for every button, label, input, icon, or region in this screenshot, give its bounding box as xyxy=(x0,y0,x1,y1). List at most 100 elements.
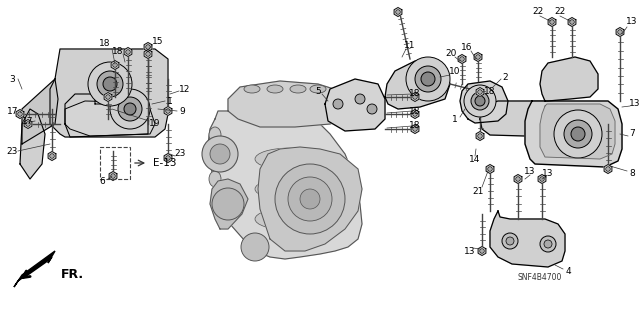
Polygon shape xyxy=(164,153,172,162)
Circle shape xyxy=(516,177,520,181)
Ellipse shape xyxy=(255,178,325,200)
Polygon shape xyxy=(124,48,132,56)
Polygon shape xyxy=(514,174,522,183)
Text: 10: 10 xyxy=(449,66,461,76)
Polygon shape xyxy=(478,247,486,256)
Polygon shape xyxy=(65,101,155,136)
Polygon shape xyxy=(486,165,494,174)
Circle shape xyxy=(540,177,544,181)
Text: 18: 18 xyxy=(409,90,420,99)
Circle shape xyxy=(202,136,238,172)
Circle shape xyxy=(413,95,417,99)
Circle shape xyxy=(406,57,450,101)
Polygon shape xyxy=(525,101,622,167)
Polygon shape xyxy=(474,53,482,62)
Circle shape xyxy=(355,94,365,104)
Text: 13: 13 xyxy=(524,167,536,175)
Ellipse shape xyxy=(310,85,326,93)
Circle shape xyxy=(212,188,244,220)
Polygon shape xyxy=(548,18,556,26)
Polygon shape xyxy=(568,18,576,26)
Circle shape xyxy=(544,240,552,248)
Text: 13: 13 xyxy=(464,247,476,256)
Polygon shape xyxy=(50,49,168,137)
Circle shape xyxy=(550,20,554,24)
Polygon shape xyxy=(109,172,117,181)
Circle shape xyxy=(618,30,622,34)
Circle shape xyxy=(488,167,492,171)
Circle shape xyxy=(97,71,123,97)
Circle shape xyxy=(413,112,417,116)
Polygon shape xyxy=(460,81,508,123)
Polygon shape xyxy=(490,211,565,267)
Text: 6: 6 xyxy=(99,177,105,187)
Text: 8: 8 xyxy=(629,169,635,179)
Ellipse shape xyxy=(267,85,283,93)
Polygon shape xyxy=(164,107,172,115)
Circle shape xyxy=(300,189,320,209)
Circle shape xyxy=(146,45,150,49)
Polygon shape xyxy=(210,179,248,229)
Circle shape xyxy=(275,164,345,234)
Polygon shape xyxy=(604,165,612,174)
Circle shape xyxy=(460,57,464,61)
Polygon shape xyxy=(411,93,419,101)
Circle shape xyxy=(288,177,332,221)
Text: 18: 18 xyxy=(484,86,496,95)
Text: 4: 4 xyxy=(565,266,571,276)
Ellipse shape xyxy=(290,85,306,93)
Circle shape xyxy=(554,110,602,158)
Text: 5: 5 xyxy=(315,86,321,95)
Text: 21: 21 xyxy=(472,187,484,196)
Ellipse shape xyxy=(255,208,325,230)
Text: 18: 18 xyxy=(112,47,124,56)
Text: 23: 23 xyxy=(6,146,18,155)
Ellipse shape xyxy=(255,148,325,170)
Text: 22: 22 xyxy=(532,6,543,16)
Circle shape xyxy=(333,99,343,109)
Polygon shape xyxy=(385,61,450,109)
Circle shape xyxy=(506,237,514,245)
Polygon shape xyxy=(538,174,546,183)
Text: 17: 17 xyxy=(7,107,19,115)
Circle shape xyxy=(464,85,496,117)
Text: 13: 13 xyxy=(627,17,637,26)
Circle shape xyxy=(605,167,611,171)
Polygon shape xyxy=(208,109,362,259)
Text: E-13: E-13 xyxy=(153,158,177,168)
Text: 2: 2 xyxy=(502,72,508,81)
Polygon shape xyxy=(480,101,572,137)
Ellipse shape xyxy=(244,85,260,93)
Bar xyxy=(100,147,130,179)
Polygon shape xyxy=(476,131,484,140)
Ellipse shape xyxy=(209,127,221,143)
Circle shape xyxy=(210,144,230,164)
Polygon shape xyxy=(394,8,402,17)
Text: 13: 13 xyxy=(542,169,554,179)
Polygon shape xyxy=(95,81,120,104)
Circle shape xyxy=(477,90,483,94)
Polygon shape xyxy=(20,109,45,179)
Circle shape xyxy=(570,20,574,24)
Text: 17: 17 xyxy=(22,116,34,125)
Polygon shape xyxy=(65,94,148,137)
Circle shape xyxy=(88,62,132,106)
Circle shape xyxy=(26,122,30,126)
Polygon shape xyxy=(104,93,112,101)
Text: 11: 11 xyxy=(404,41,416,50)
Polygon shape xyxy=(476,87,484,97)
Circle shape xyxy=(475,96,485,106)
Text: 23: 23 xyxy=(174,150,186,159)
Text: 3: 3 xyxy=(9,75,15,84)
Text: 19: 19 xyxy=(149,120,161,129)
Polygon shape xyxy=(458,55,466,63)
Circle shape xyxy=(477,134,483,138)
Ellipse shape xyxy=(209,149,221,165)
Circle shape xyxy=(480,249,484,253)
Polygon shape xyxy=(24,120,32,129)
Circle shape xyxy=(571,127,585,141)
Polygon shape xyxy=(144,42,152,51)
Text: 13: 13 xyxy=(629,100,640,108)
Text: 12: 12 xyxy=(179,85,191,93)
Circle shape xyxy=(502,233,518,249)
